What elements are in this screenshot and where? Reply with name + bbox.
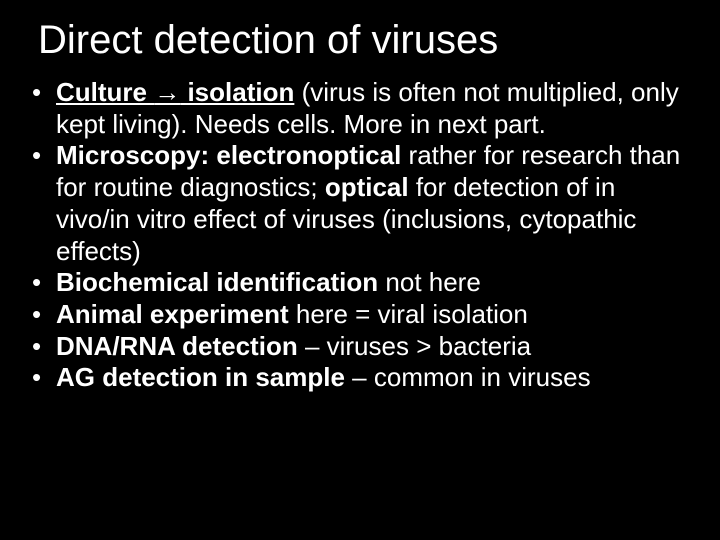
bold-text: Microscopy: xyxy=(56,140,216,170)
bold-text: DNA/RNA detection xyxy=(56,331,298,361)
bold-text: Biochemical identification xyxy=(56,267,378,297)
bullet-item: Culture → isolation (virus is often not … xyxy=(30,77,690,140)
bold-underline-text: isolation xyxy=(180,77,294,107)
bullet-item: Animal experiment here = viral isolation xyxy=(30,299,690,331)
bullet-item: Biochemical identification not here xyxy=(30,267,690,299)
arrow-icon: → xyxy=(154,77,180,107)
slide-title: Direct detection of viruses xyxy=(38,18,690,63)
body-text: not here xyxy=(378,267,481,297)
bullet-item: AG detection in sample – common in virus… xyxy=(30,362,690,394)
body-text: – common in viruses xyxy=(345,362,591,392)
bold-underline-text: Culture xyxy=(56,77,154,107)
bold-text: electronoptical xyxy=(216,140,401,170)
bold-text: Animal experiment xyxy=(56,299,289,329)
body-text: – viruses > bacteria xyxy=(298,331,531,361)
bold-text: optical xyxy=(325,172,409,202)
bullet-item: DNA/RNA detection – viruses > bacteria xyxy=(30,331,690,363)
body-text: here = viral isolation xyxy=(289,299,528,329)
bold-text: AG detection in sample xyxy=(56,362,345,392)
bullet-item: Microscopy: electronoptical rather for r… xyxy=(30,140,690,267)
bullet-list: Culture → isolation (virus is often not … xyxy=(30,77,690,394)
